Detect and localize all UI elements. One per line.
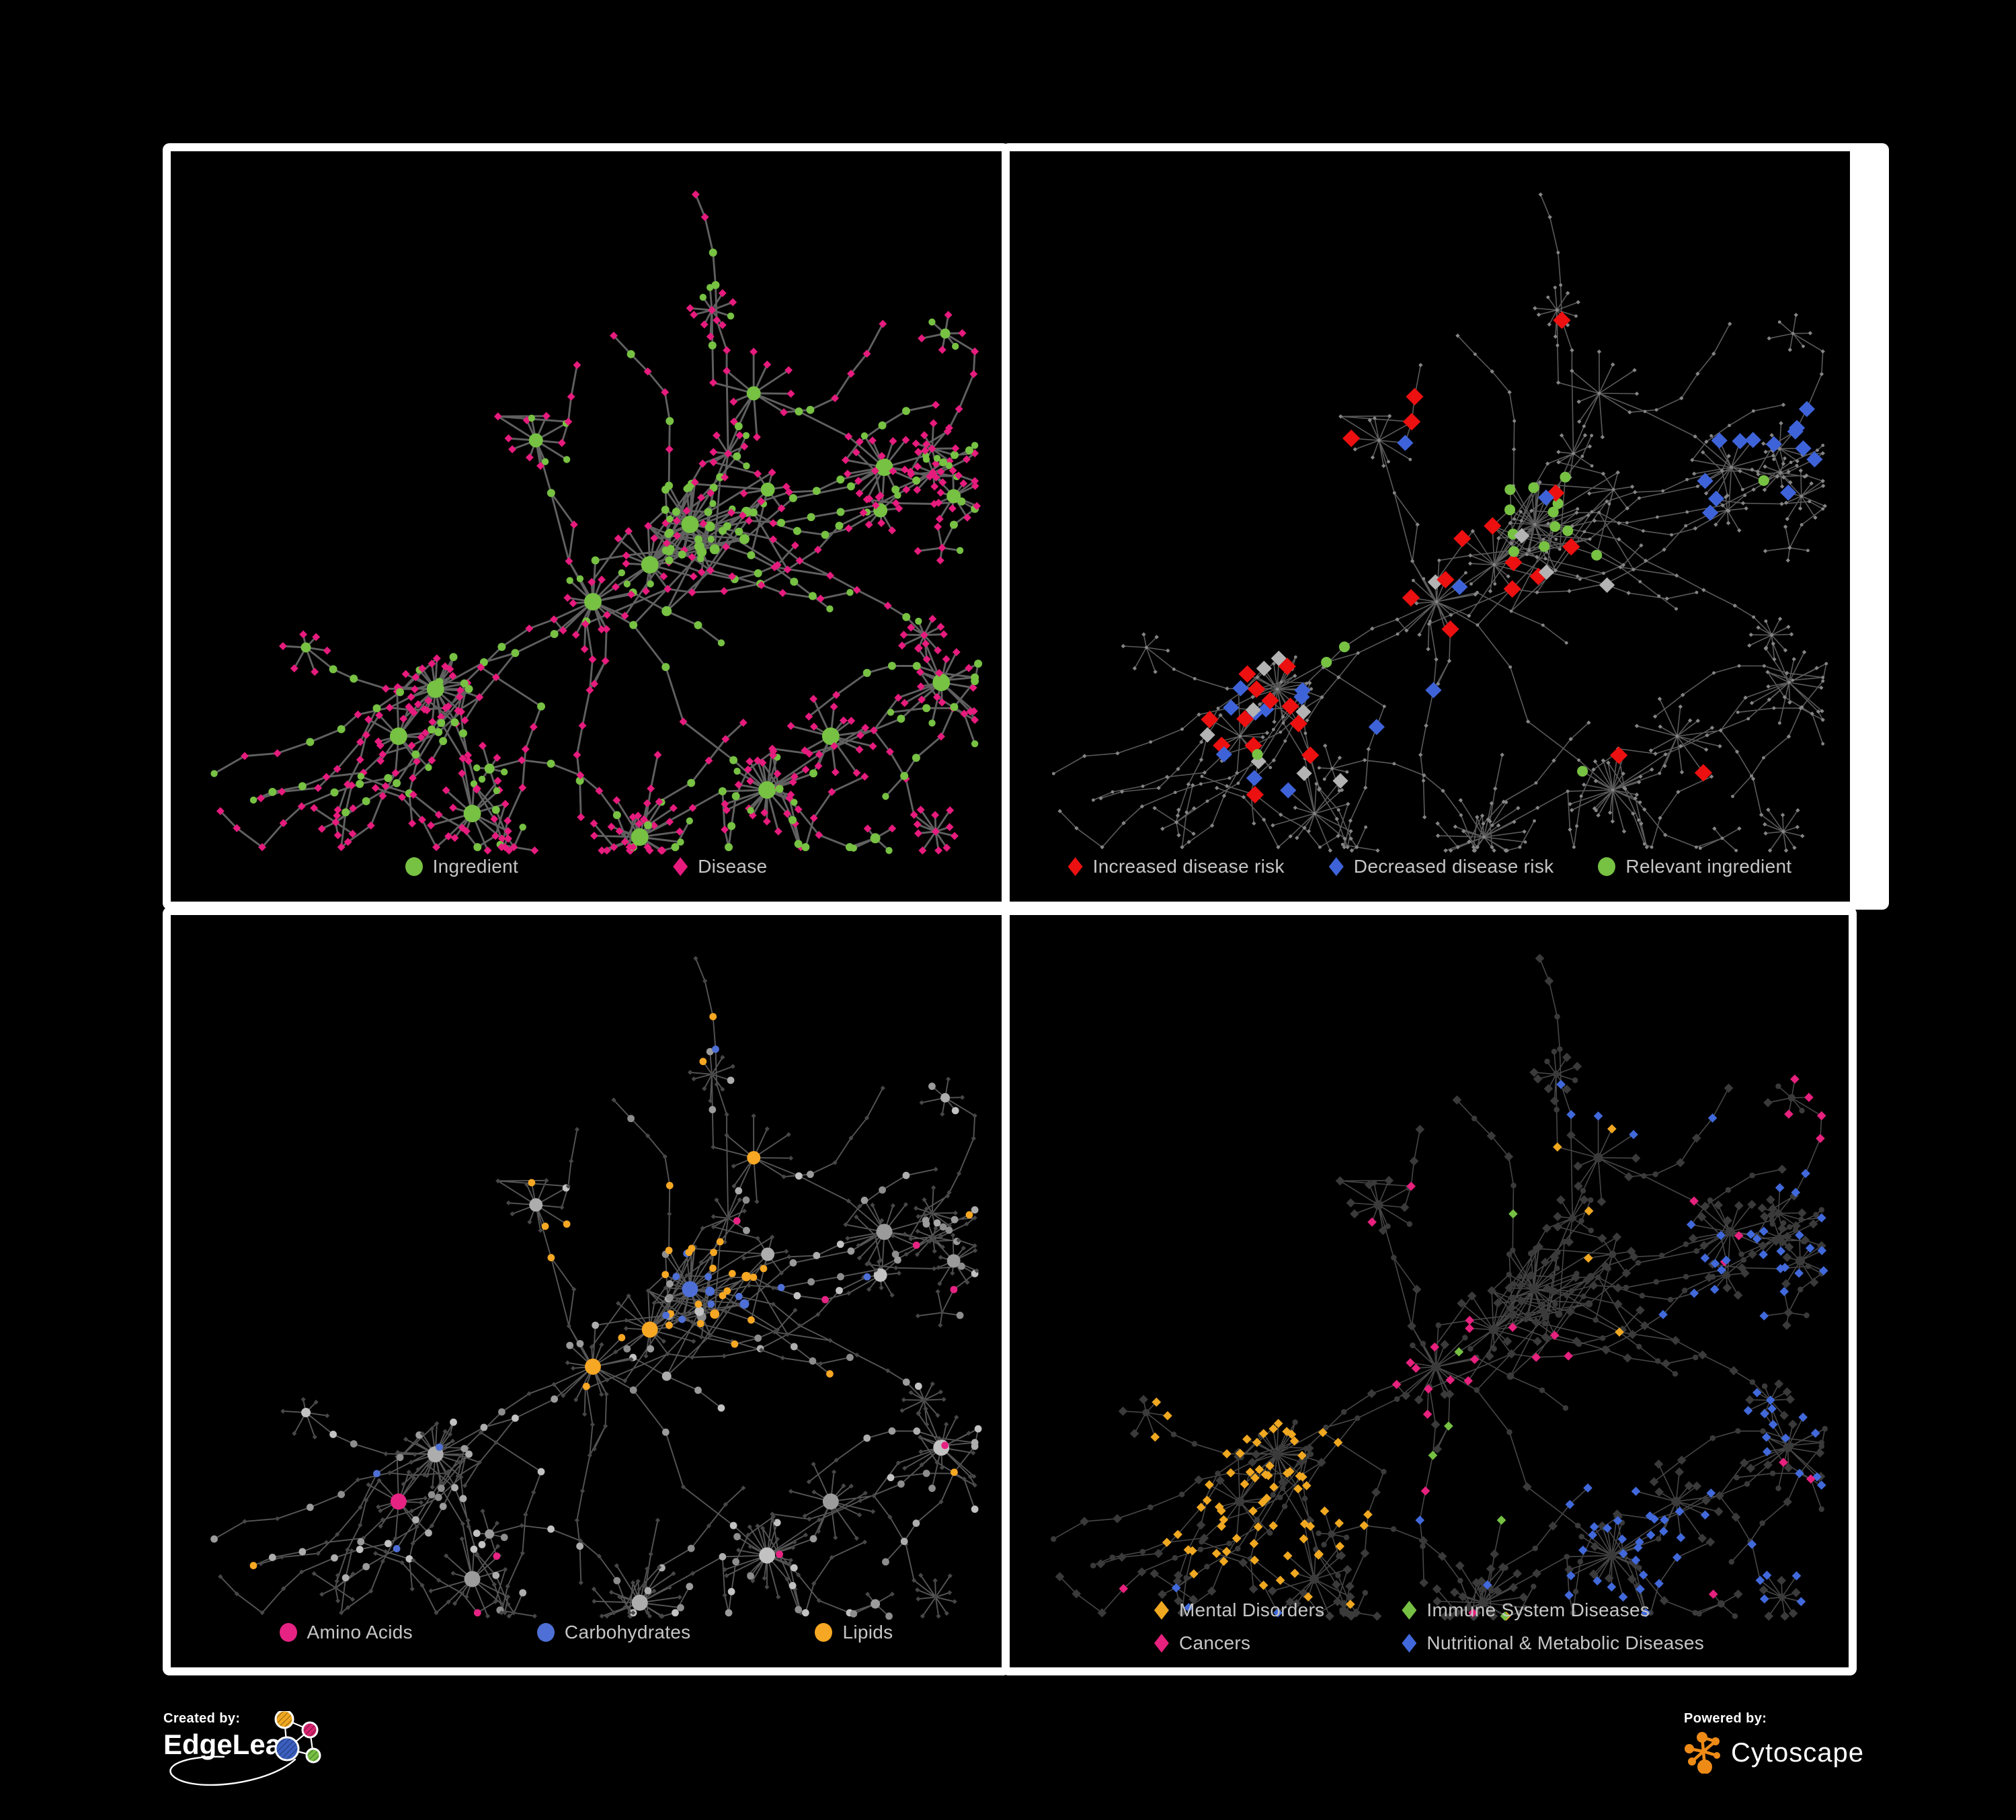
carbohydrates-circle-marker-icon [536,1623,555,1642]
legend-item-carbohydrates: Carbohydrates [536,1622,691,1643]
edgeleap-wordmark: EdgeLeap [163,1729,298,1760]
legend-item-label: Decreased disease risk [1353,856,1554,877]
legend-item-label: Cancers [1178,1632,1251,1653]
powered-by-block: Powered by: Cytoscape [1684,1711,1899,1812]
legend-item-label: Increased disease risk [1092,856,1285,877]
legend-ingredient-disease: Ingredient Disease [171,856,1002,877]
legend-item-relevant-ingredient: Relevant ingredient [1598,856,1791,877]
legend-item-label: Carbohydrates [564,1622,691,1643]
disease-risk-network-graph [1051,192,1828,853]
powered-by-label: Powered by: [1684,1711,1767,1726]
legend-item-label: Nutritional & Metabolic Diseases [1426,1632,1705,1653]
legend-item-label: Relevant ingredient [1625,856,1792,877]
edgeleap-logo-icon [169,1711,321,1786]
legend-item-amino-acids: Amino Acids [279,1622,413,1643]
relevant-ingredient-circle-marker-icon [1598,857,1616,876]
ingredient-disease-network-graph [210,190,983,855]
legend-disease-risk: Increased disease risk Decreased disease … [1010,856,1850,877]
cancers-diamond-marker-icon [1154,1634,1169,1653]
legend-item-label: Lipids [842,1622,893,1643]
created-by-label: Created by: [163,1711,241,1726]
disease-diamond-marker-icon [673,857,688,876]
mental-disorders-diamond-marker-icon [1154,1601,1169,1620]
legend-item-disease: Disease [673,856,767,877]
panel-disease-category-network: Mental Disorders Immune System Diseases Ca… [1002,907,1857,1675]
legend-nutrient-classes: Amino Acids Carbohydrates Lipids [171,1622,1002,1643]
created-by-block: Created by: EdgeLeap [163,1711,540,1819]
legend-item-increased-disease-risk: Increased disease risk [1067,856,1285,877]
panel-disease-risk-network: Increased disease risk Decreased disease … [1002,143,1889,910]
increased-disease-risk-diamond-marker-icon [1067,857,1083,876]
panel-ingredient-disease-network: Ingredient Disease [163,143,1010,910]
cytoscape-wordmark: Cytoscape [1731,1737,1864,1768]
legend-item-lipids: Lipids [815,1622,893,1643]
legend-item-immune-system-diseases: Immune System Diseases [1402,1599,1650,1621]
legend-item-label: Disease [698,856,768,877]
decreased-disease-risk-diamond-marker-icon [1328,857,1344,876]
legend-disease-categories: Mental Disorders Immune System Diseases Ca… [1010,1599,1849,1654]
legend-item-label: Mental Disorders [1178,1599,1325,1620]
legend-item-label: Immune System Diseases [1426,1599,1650,1620]
legend-item-label: Amino Acids [307,1622,413,1643]
cytoscape-logo-icon [1685,1732,1720,1774]
legend-item-cancers: Cancers [1154,1632,1250,1654]
legend-item-nutritional-metabolic-diseases: Nutritional & Metabolic Diseases [1402,1632,1704,1654]
nutritional-metabolic-diseases-diamond-marker-icon [1402,1634,1417,1653]
panel-nutrient-class-network: Amino Acids Carbohydrates Lipids [163,907,1010,1675]
legend-item-label: Ingredient [432,856,519,877]
immune-system-diseases-diamond-marker-icon [1402,1601,1417,1620]
legend-item-decreased-disease-risk: Decreased disease risk [1328,856,1554,877]
legend-item-ingredient: Ingredient [405,856,519,877]
legend-item-mental-disorders: Mental Disorders [1154,1599,1324,1621]
amino-acids-circle-marker-icon [279,1623,297,1642]
ingredient-circle-marker-icon [405,857,423,876]
lipids-circle-marker-icon [815,1623,833,1642]
disease-category-network-graph [1050,953,1828,1621]
nutrient-class-network-graph [210,955,982,1620]
